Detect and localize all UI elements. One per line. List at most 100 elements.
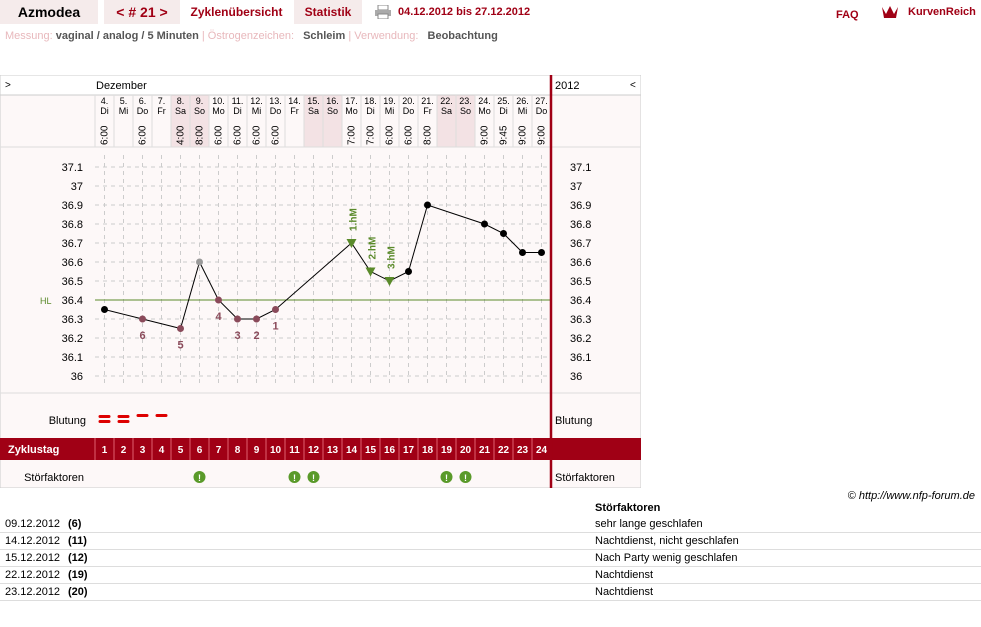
measure-time: 7:00 — [347, 125, 358, 145]
day-weekday: Sa — [308, 106, 319, 116]
table-row: 23.12.2012 (20) Nachtdienst — [0, 584, 981, 601]
weekend-band — [437, 95, 456, 147]
y-tick-left: 36.6 — [62, 257, 83, 269]
tab-overview[interactable]: Zyklenübersicht — [180, 0, 293, 24]
day-weekday: Mo — [478, 106, 491, 116]
disturbance-mark: ! — [445, 473, 448, 483]
day-date: 10. — [212, 96, 225, 106]
y-tick-right: 36 — [570, 371, 582, 383]
measure-time: 6:00 — [271, 125, 282, 145]
disturbance-mark: ! — [312, 473, 315, 483]
top-nav: Azmodea < # 21 > Zyklenübersicht Statist… — [0, 0, 981, 24]
temperature-point — [519, 249, 526, 256]
weekend-band — [456, 95, 475, 147]
next-arrow: < — [630, 80, 636, 91]
measure-time: 6:00 — [100, 125, 111, 145]
cycle-day: 4 — [159, 445, 165, 456]
cycle-day: 6 — [197, 445, 203, 456]
day-date: 16. — [326, 96, 339, 106]
chart-header — [0, 75, 641, 96]
disturbance-mark: ! — [198, 473, 201, 483]
day-weekday: Di — [366, 106, 375, 116]
disturbance-label-right: Störfaktoren — [555, 472, 615, 484]
day-weekday: Mi — [518, 106, 528, 116]
high-temp-marker — [365, 267, 376, 277]
day-date: 22. — [440, 96, 453, 106]
day-weekday: Sa — [175, 106, 186, 116]
y-tick-right: 36.5 — [570, 276, 591, 288]
temperature-point — [139, 315, 146, 323]
cell-day: (6) — [68, 518, 82, 530]
low-count-label: 4 — [215, 311, 222, 323]
cycle-day: 3 — [140, 445, 146, 456]
temperature-point — [215, 296, 222, 304]
temperature-point — [196, 258, 203, 266]
y-tick-right: 36.6 — [570, 257, 591, 269]
cycle-day: 18 — [422, 445, 434, 456]
temperature-point — [405, 268, 412, 275]
temperature-point — [538, 249, 545, 256]
day-date: 6. — [139, 96, 147, 106]
info-bar: Messung: vaginal / analog / 5 Minuten | … — [5, 30, 498, 42]
measure-time: 8:00 — [195, 125, 206, 145]
y-tick-left: 37.1 — [62, 162, 83, 174]
y-tick-right: 36.2 — [570, 333, 591, 345]
bleeding-mark — [155, 414, 168, 417]
measure-label: Messung: — [5, 30, 53, 42]
disturbances-heading: Störfaktoren — [595, 502, 661, 514]
cell-day: (19) — [68, 569, 88, 581]
cycle-nav[interactable]: < # 21 > — [104, 0, 180, 24]
table-row: 15.12.2012 (12) Nach Party wenig geschlafe… — [0, 550, 981, 567]
separator: | — [348, 30, 352, 42]
cell-note: Nachtdienst — [595, 586, 654, 598]
measure-time: 7:00 — [366, 125, 377, 145]
day-weekday: Mo — [212, 106, 225, 116]
low-count-label: 3 — [234, 330, 240, 342]
measure-time: 9:00 — [480, 125, 491, 145]
cycle-day: 2 — [121, 445, 127, 456]
measure-time: 4:00 — [176, 125, 187, 145]
temperature-point — [253, 315, 260, 323]
day-date: 27. — [535, 96, 548, 106]
day-weekday: Mi — [252, 106, 262, 116]
bleeding-mark — [98, 415, 111, 418]
high-count-label: 1.hM — [349, 208, 360, 231]
day-weekday: Mo — [345, 106, 358, 116]
day-weekday: Di — [499, 106, 508, 116]
day-date: 12. — [250, 96, 263, 106]
faq-link[interactable]: FAQ — [836, 9, 859, 21]
day-date: 13. — [269, 96, 282, 106]
disturbance-icon — [193, 471, 206, 483]
cell-date: 23.12.2012 — [5, 586, 61, 598]
usage-label: Verwendung: — [354, 30, 419, 42]
y-tick-right: 36.4 — [570, 295, 591, 307]
y-tick-right: 37.1 — [570, 162, 591, 174]
cycle-day: 5 — [178, 445, 184, 456]
tab-statistics[interactable]: Statistik — [294, 0, 362, 24]
cycle-day-row — [0, 438, 641, 460]
y-tick-left: 36.8 — [62, 219, 83, 231]
low-count-label: 2 — [253, 330, 259, 342]
temperature-point — [481, 220, 488, 228]
cell-note: Nachtdienst — [595, 569, 654, 581]
y-tick-right: 36.1 — [570, 352, 591, 364]
cell-note: Nach Party wenig geschlafen — [595, 552, 738, 564]
day-date: 25. — [497, 96, 510, 106]
prev-arrow: > — [5, 80, 11, 91]
y-tick-left: 36.7 — [62, 238, 83, 250]
weekend-band — [304, 95, 323, 147]
day-weekday: Di — [100, 106, 109, 116]
estrogen-label: Östrogenzeichen: — [207, 30, 294, 42]
cycle-day: 7 — [216, 445, 222, 456]
day-date: 17. — [345, 96, 358, 106]
day-weekday: Do — [403, 106, 415, 116]
cycle-day: 16 — [384, 445, 396, 456]
crown-icon — [882, 6, 898, 18]
day-date: 5. — [120, 96, 128, 106]
y-tick-left: 36.4 — [62, 295, 83, 307]
measure-time: 6:00 — [138, 125, 149, 145]
printer-icon[interactable] — [375, 4, 391, 20]
cycle-day: 12 — [308, 445, 320, 456]
brand-tab[interactable]: Azmodea — [0, 0, 98, 24]
temperature-point — [101, 306, 108, 313]
